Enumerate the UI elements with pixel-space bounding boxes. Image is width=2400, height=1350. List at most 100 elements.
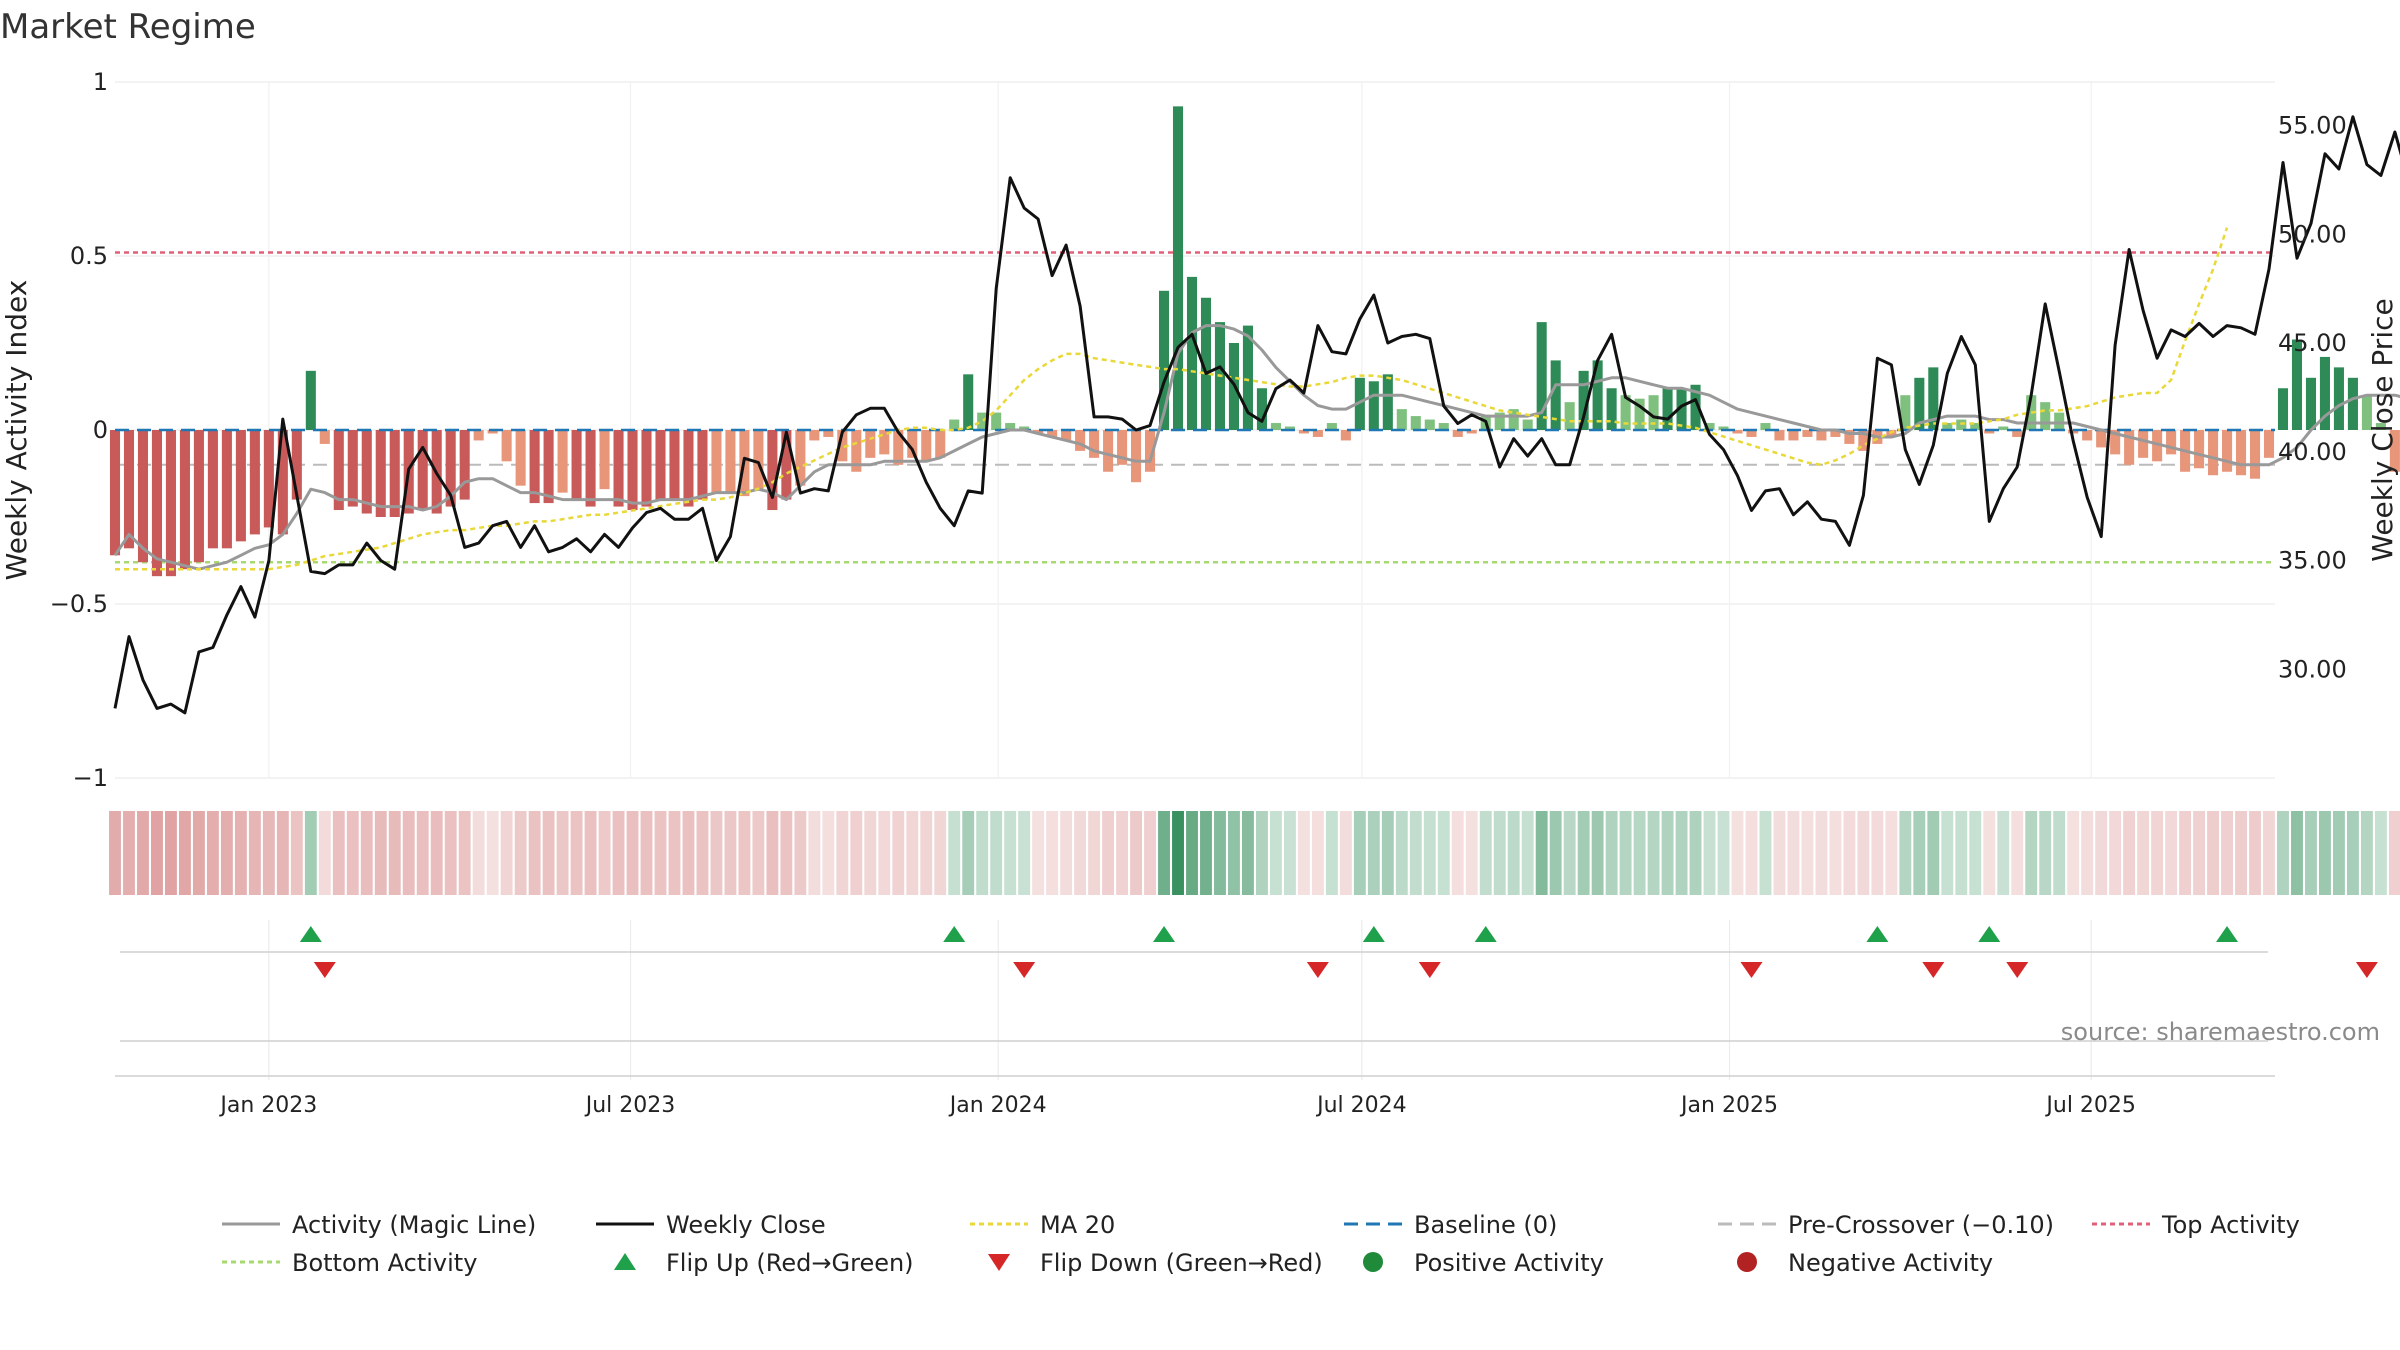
regime-cell	[2151, 811, 2164, 895]
regime-cell	[1997, 811, 2010, 895]
flip-up-marker	[2216, 926, 2239, 942]
activity-bar	[543, 430, 554, 504]
activity-bar	[725, 430, 736, 493]
regime-cell	[1228, 811, 1240, 895]
activity-bar	[2361, 395, 2372, 430]
reference-lines	[115, 251, 2275, 564]
regime-cell	[178, 811, 191, 895]
flip-down-marker	[1922, 962, 1945, 978]
activity-bar	[1620, 395, 1631, 430]
legend-label: Bottom Activity	[292, 1249, 477, 1277]
regime-cell	[1493, 811, 1506, 895]
regime-cell	[1465, 811, 1478, 895]
source-note: source: sharemaestro.com	[2061, 1018, 2380, 1046]
grid	[115, 81, 2275, 1080]
regime-cell	[836, 811, 849, 895]
regime-cell	[598, 811, 611, 895]
activity-bar	[781, 430, 792, 500]
activity-bar	[1648, 395, 1659, 430]
regime-cell	[1214, 811, 1226, 895]
activity-bar	[613, 430, 624, 507]
activity-bar	[1522, 419, 1533, 430]
activity-bar	[1508, 409, 1519, 430]
regime-cell	[920, 811, 933, 895]
regime-cell	[1675, 811, 1688, 895]
regime-strip	[109, 811, 2400, 895]
activity-bar	[417, 430, 428, 511]
regime-cell	[906, 811, 919, 895]
activity-bar	[655, 430, 666, 500]
regime-cell	[318, 811, 331, 895]
x-tick-label: Jul 2024	[1315, 1093, 1407, 1118]
regime-cell	[2193, 811, 2206, 895]
regime-cell	[1144, 811, 1156, 895]
activity-bar	[445, 430, 456, 507]
activity-bar	[1802, 430, 1813, 437]
legend-swatch	[614, 1253, 636, 1270]
regime-cell	[1563, 811, 1576, 895]
activity-bar	[557, 430, 568, 493]
activity-bar	[697, 430, 708, 500]
x-tick-label: Jan 2025	[1679, 1093, 1778, 1118]
regime-cell	[1060, 811, 1073, 895]
regime-cell	[1409, 811, 1422, 895]
activity-bar	[1312, 430, 1323, 437]
regime-cell	[1689, 811, 1702, 895]
activity-bar	[1005, 423, 1016, 430]
regime-cell	[1200, 811, 1212, 895]
x-axis: Jan 2023 Jul 2023 Jan 2024 Jul 2024 Jan 2025…	[115, 1040, 2275, 1118]
legend-label: Positive Activity	[1414, 1249, 1604, 1277]
regime-cell	[654, 811, 667, 895]
regime-cell	[137, 811, 149, 895]
x-tick-label: Jul 2025	[2044, 1093, 2136, 1118]
activity-bar	[193, 430, 204, 563]
activity-bar	[2291, 339, 2303, 430]
regime-cell	[2263, 811, 2275, 895]
activity-bar	[1494, 412, 1505, 430]
regime-cell	[752, 811, 765, 895]
regime-cell	[123, 811, 135, 895]
regime-cell	[2360, 811, 2373, 895]
regime-cell	[1102, 811, 1115, 895]
regime-cell	[584, 811, 597, 895]
legend-label: Negative Activity	[1788, 1249, 1993, 1277]
regime-cell	[346, 811, 359, 895]
activity-bar	[935, 430, 946, 458]
activity-bar	[1718, 426, 1729, 430]
activity-bar	[179, 430, 190, 570]
regime-cell	[1479, 811, 1492, 895]
activity-bar	[1928, 367, 1939, 430]
regime-cell	[1032, 811, 1045, 895]
regime-cell	[1871, 811, 1884, 895]
left-tick-label: −0.5	[50, 590, 108, 618]
flip-down-marker	[1418, 962, 1441, 978]
regime-cell	[1661, 811, 1674, 895]
flip-down-marker	[2355, 962, 2378, 978]
regime-cell	[2319, 811, 2331, 895]
activity-bar	[263, 430, 274, 528]
regime-cell	[234, 811, 247, 895]
activity-bar	[2347, 377, 2358, 430]
regime-cell	[1046, 811, 1059, 895]
activity-bar	[921, 430, 932, 462]
activity-bar	[1536, 322, 1547, 430]
regime-cell	[2235, 811, 2247, 895]
regime-cell	[2137, 811, 2150, 895]
activity-bar	[1047, 430, 1058, 437]
regime-cell	[1605, 811, 1618, 895]
regime-cell	[2332, 811, 2345, 895]
regime-cell	[1283, 811, 1296, 895]
activity-bar	[2124, 430, 2135, 465]
flip-down-marker	[2006, 962, 2029, 978]
activity-bar	[1998, 426, 2009, 430]
activity-bar	[529, 430, 540, 504]
legend-label: Flip Down (Green→Red)	[1040, 1249, 1323, 1277]
regime-cell	[472, 811, 485, 895]
regime-cell	[990, 811, 1003, 895]
activity-bar	[1298, 430, 1309, 434]
activity-bar	[2389, 430, 2400, 472]
activity-bar	[641, 430, 652, 507]
activity-bar	[221, 430, 232, 549]
left-tick-label: 0.5	[70, 242, 108, 270]
activity-bar	[823, 430, 834, 437]
